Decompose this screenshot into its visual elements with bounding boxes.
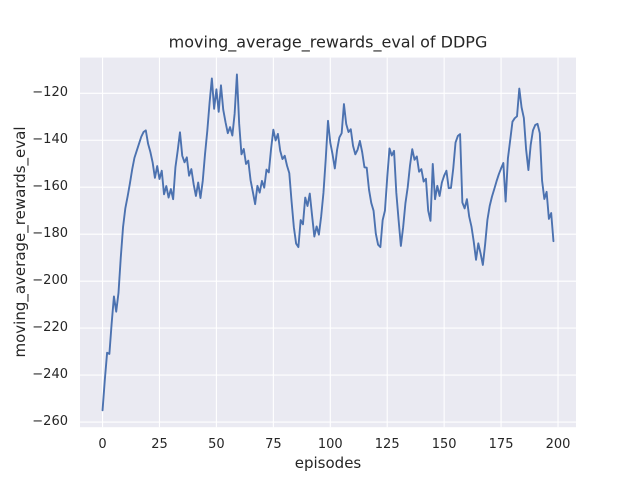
y-tick-label: −200 xyxy=(32,273,68,289)
x-tick-label: 0 xyxy=(98,437,107,452)
y-tick-label: −120 xyxy=(32,85,68,101)
x-tick-label: 100 xyxy=(317,437,343,452)
x-tick-label: 150 xyxy=(431,437,457,452)
y-tick-label: −240 xyxy=(32,367,68,383)
x-tick-label: 25 xyxy=(151,437,168,452)
x-tick-label: 50 xyxy=(208,437,225,452)
axes-background xyxy=(80,57,576,428)
y-tick-label: −180 xyxy=(32,226,68,242)
x-axis-label: episodes xyxy=(294,454,362,472)
x-tick-label: 200 xyxy=(545,437,571,452)
chart-title: moving_average_rewards_eval of DDPG xyxy=(168,32,488,52)
x-tick-label: 125 xyxy=(374,437,400,452)
y-tick-label: −260 xyxy=(32,414,68,430)
x-tick-label: 75 xyxy=(265,437,282,452)
x-tick-label: 175 xyxy=(488,437,514,452)
reward-line-series xyxy=(101,73,555,412)
y-tick-label: −220 xyxy=(32,320,68,336)
y-tick-label: −160 xyxy=(32,179,68,195)
y-tick-label: −140 xyxy=(32,132,68,148)
